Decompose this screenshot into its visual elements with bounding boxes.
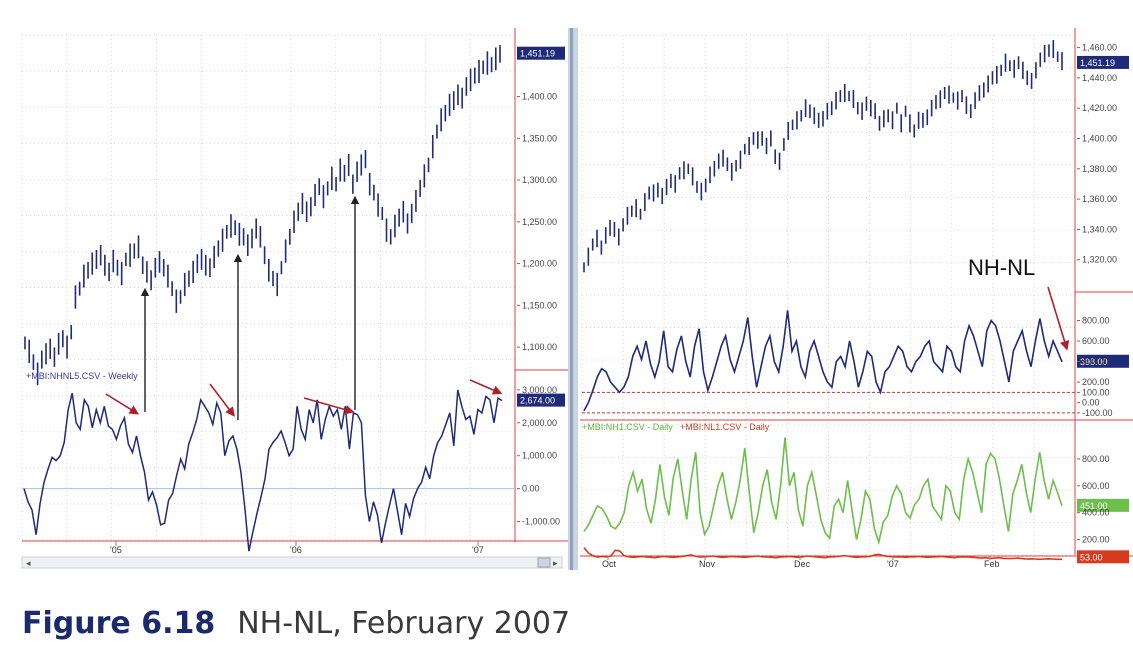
y-tick-label: 1,150.00 [522,300,557,310]
x-tick-label: '07 [472,545,484,555]
red-arrow-2 [209,383,235,417]
right-chart: 1,451.19 1,320.00 1,340.00 1,360.00 1,380.0… [580,28,1133,569]
x-tick-label: '07 [887,559,899,569]
daily-nhnl-indicator: 398.00 [582,310,1129,414]
y-tick-label: 0.00 [1082,398,1100,408]
figure-number: Figure 6.18 [22,606,216,641]
y-tick-label: 1,360.00 [1082,194,1117,204]
weekly-nhnl-last-value-bg [517,393,565,407]
y-tick-label: 1,320.00 [1082,255,1117,265]
weekly-time-axis: '05 '06 '07 [110,541,484,555]
daily-nhnl-last-value: 398.00 [1080,357,1108,367]
red-arrow-1 [105,393,140,415]
red-arrow-4 [469,379,503,395]
y-tick-label: 1,100.00 [522,342,557,352]
x-tick-label: Feb [984,559,1000,569]
y-tick-label: 400.00 [1082,508,1110,518]
scroll-right-icon[interactable]: ▸ [553,558,558,568]
new-lows-last-value-bg [1077,550,1129,564]
y-tick-label: 1,440.00 [1082,73,1117,83]
y-tick-label: 1,400.00 [1082,133,1117,143]
y-tick-label: 400.00 [1082,357,1110,367]
figure-caption: Figure 6.18 NH-NL, February 2007 [22,606,570,641]
x-tick-label: Nov [699,559,716,569]
red-arrow-5 [1047,286,1070,351]
weekly-nhnl-last-value: 2,674.00 [520,396,555,406]
y-tick-label: 1,460.00 [1082,43,1117,53]
pane-splitter-grip [570,28,573,570]
red-arrow-3 [303,397,355,415]
weekly-price-bars: 1,451.19 [24,45,565,386]
x-tick-label: Dec [794,559,811,569]
new-highs-line [583,437,1063,546]
legend-new-lows: +MBI:NL1.CSV - Daily [680,422,770,432]
y-tick-label: -1,000.00 [522,517,560,527]
y-tick-label: 200.00 [1082,377,1110,387]
new-lows-line [583,547,1062,561]
y-tick-label: -100.00 [1082,408,1113,418]
daily-highs-lows-panel: 451.00 53.00 [583,437,1129,564]
weekly-series-label: +MBI:NHNL5.CSV - Weekly [26,371,138,381]
annotation-arrows [105,195,1070,420]
daily-price-bars: 1,451.19 [583,40,1129,273]
y-tick-label: 1,380.00 [1082,164,1117,174]
weekly-nhnl-indicator: 2,674.00 [22,389,565,552]
weekly-price-axis: 1,100.00 1,150.00 1,200.00 1,250.00 1,300.00… [517,91,557,352]
legend-new-highs: +MBI:NH1.CSV - Daily [582,422,673,432]
daily-highs-lows-axis: 200.00 400.00 600.00 800.00 [1077,454,1110,545]
y-tick-label: 1,420.00 [1082,103,1117,113]
weekly-price-last-value: 1,451.19 [520,49,555,59]
left-chart: 1,451.19 1,100.00 1,150.00 1,200.00 1,250.0… [21,28,568,569]
daily-price-axis: 1,320.00 1,340.00 1,360.00 1,380.00 1,400.00… [1077,43,1117,265]
nhnl-daily-line [583,310,1063,412]
y-tick-label: 1,000.00 [522,451,557,461]
daily-nhnl-last-value-bg [1077,354,1129,368]
y-tick-label: 800.00 [1082,316,1110,326]
x-tick-label: '05 [110,545,122,555]
scroll-thumb[interactable] [537,557,551,568]
weekly-price-last-value-bg [517,46,565,60]
scroll-left-icon[interactable]: ◂ [26,558,31,568]
left-plot-area [22,30,515,540]
weekly-nhnl-axis: -1,000.00 0.00 1,000.00 2,000.00 3,000.00 [517,385,560,527]
left-scrollbar[interactable]: ◂ ▸ [21,556,563,569]
y-tick-label: 1,340.00 [1082,224,1117,234]
y-tick-label: 0.00 [522,484,540,494]
y-tick-label: 1,200.00 [522,259,557,269]
y-tick-label: 600.00 [1082,336,1110,346]
nhnl-weekly-line [23,389,503,552]
new-highs-last-value-bg [1077,498,1129,512]
y-tick-label: 1,400.00 [522,91,557,101]
y-tick-label: 1,350.00 [522,133,557,143]
new-highs-last-value: 451.00 [1080,501,1108,511]
y-tick-label: 600.00 [1082,481,1110,491]
y-tick-label: 3,000.00 [522,385,557,395]
daily-time-axis: Oct Nov Dec '07 Feb [602,556,1000,569]
x-tick-label: Oct [602,559,617,569]
x-tick-label: '06 [290,545,302,555]
y-tick-label: 2,000.00 [522,418,557,428]
daily-price-last-value: 1,451.19 [1080,58,1115,68]
figure-title: NH-NL, February 2007 [237,606,571,641]
y-tick-label: 200.00 [1082,535,1110,545]
y-tick-label: 1,300.00 [522,175,557,185]
daily-price-last-value-bg [1077,55,1129,69]
new-lows-last-value: 53.00 [1080,552,1103,562]
y-tick-label: 800.00 [1082,454,1110,464]
y-tick-label: 1,250.00 [522,217,557,227]
y-tick-label: 100.00 [1082,387,1110,397]
nh-nl-annotation-label: NH-NL [968,255,1035,280]
